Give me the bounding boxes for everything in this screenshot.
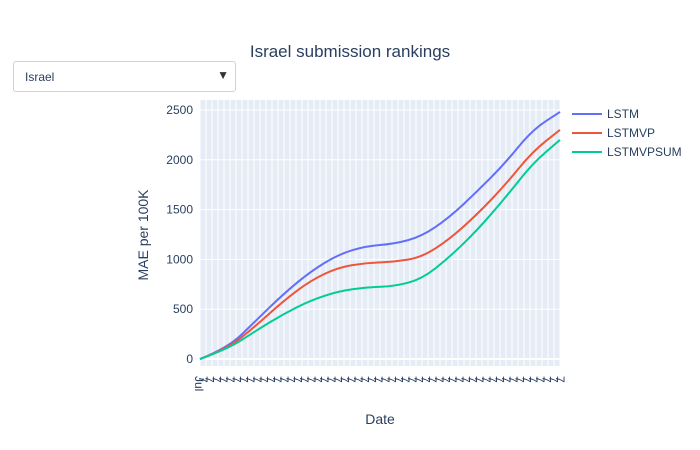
x-tick-label: 7 bbox=[371, 376, 385, 383]
x-tick-label: 7 bbox=[257, 376, 271, 383]
x-tick-label: 7 bbox=[304, 376, 318, 383]
y-axis-label: MAE per 100K bbox=[135, 189, 151, 281]
x-tick-label: 7 bbox=[344, 376, 358, 383]
x-tick-label: 7 bbox=[533, 376, 547, 383]
x-tick-label: 7 bbox=[465, 376, 479, 383]
x-tick-label: 7 bbox=[290, 376, 304, 383]
x-tick-label: 7 bbox=[284, 376, 298, 383]
x-tick-label: 7 bbox=[412, 376, 426, 383]
x-tick-label: 7 bbox=[337, 376, 351, 383]
x-tick-label: 7 bbox=[324, 376, 338, 383]
legend[interactable]: LSTM LSTMVP LSTMVPSUM bbox=[572, 107, 682, 159]
y-tick-label: 2500 bbox=[166, 103, 193, 117]
x-tick-label: 7 bbox=[223, 376, 237, 383]
x-tick-label: 7 bbox=[398, 376, 412, 383]
x-tick-label: 7 bbox=[432, 376, 446, 383]
x-tick-label: 7 bbox=[459, 376, 473, 383]
x-tick-label: 7 bbox=[513, 376, 527, 383]
x-axis-label: Date bbox=[365, 411, 395, 427]
x-tick-label: 7 bbox=[385, 376, 399, 383]
x-tick-label: 7 bbox=[364, 376, 378, 383]
x-tick-label: 7 bbox=[438, 376, 452, 383]
x-tick-label: 7 bbox=[418, 376, 432, 383]
dropdown-value: Israel bbox=[25, 70, 55, 84]
x-tick-label: 7 bbox=[472, 376, 486, 383]
legend-item-lstmvpsum[interactable]: LSTMVPSUM bbox=[572, 145, 682, 159]
y-tick-label: 0 bbox=[186, 352, 193, 366]
series-lines bbox=[199, 111, 561, 360]
x-tick-label: 7 bbox=[378, 376, 392, 383]
x-tick-label: 7 bbox=[277, 376, 291, 383]
y-tick-label: 1500 bbox=[166, 203, 193, 217]
x-tick-label: 7 bbox=[506, 376, 520, 383]
x-tick-label: 7 bbox=[230, 376, 244, 383]
x-tick-label: 7 bbox=[452, 376, 466, 383]
x-tick-label: 7 bbox=[526, 376, 540, 383]
x-tick-label: 7 bbox=[445, 376, 459, 383]
y-tick-label: 2000 bbox=[166, 153, 193, 167]
x-tick-label: 7 bbox=[479, 376, 493, 383]
y-tick-label: 500 bbox=[173, 302, 193, 316]
x-tick-label: 7 bbox=[196, 376, 210, 383]
x-tick-label: 7 bbox=[203, 376, 217, 383]
x-tick-label: 7 bbox=[425, 376, 439, 383]
x-tick-label: 7 bbox=[358, 376, 372, 383]
y-tick-label: 1000 bbox=[166, 252, 193, 266]
x-tick-label: 7 bbox=[499, 376, 513, 383]
x-tick-label: 7 bbox=[486, 376, 500, 383]
x-tick-label: 7 bbox=[270, 376, 284, 383]
x-tick-label: 7 bbox=[546, 376, 560, 383]
chart-title: Israel submission rankings bbox=[250, 42, 450, 61]
country-dropdown[interactable]: Israel ▼ bbox=[13, 61, 236, 92]
series-line-lstm bbox=[199, 111, 561, 360]
x-tick-label: Jul bbox=[192, 376, 206, 391]
legend-item-lstmvp[interactable]: LSTMVP bbox=[572, 126, 655, 140]
dropdown-arrow-icon: ▼ bbox=[217, 68, 229, 82]
series-line-lstmvpsum bbox=[199, 139, 561, 360]
x-tick-label: 7 bbox=[405, 376, 419, 383]
series-line-lstmvp bbox=[199, 129, 561, 360]
x-tick-label: 7 bbox=[209, 376, 223, 383]
x-tick-label: 7 bbox=[317, 376, 331, 383]
x-tick-label: 7 bbox=[351, 376, 365, 383]
legend-label: LSTMVPSUM bbox=[607, 145, 682, 159]
x-tick-label: 7 bbox=[216, 376, 230, 383]
legend-label: LSTM bbox=[607, 107, 639, 121]
x-tick-label: 7 bbox=[553, 376, 567, 383]
x-tick-label: 7 bbox=[311, 376, 325, 383]
x-tick-label: 7 bbox=[331, 376, 345, 383]
x-tick-label: 7 bbox=[250, 376, 264, 383]
x-tick-labels: Jul7777777777777777777777777777777777777… bbox=[192, 376, 567, 391]
x-tick-label: 7 bbox=[391, 376, 405, 383]
x-tick-label: 7 bbox=[492, 376, 506, 383]
x-tick-label: 7 bbox=[243, 376, 257, 383]
x-tick-label: 7 bbox=[519, 376, 533, 383]
x-tick-label: 7 bbox=[540, 376, 554, 383]
x-tick-label: 7 bbox=[297, 376, 311, 383]
y-tick-labels: 0 500 1000 1500 2000 2500 bbox=[166, 103, 193, 366]
legend-label: LSTMVP bbox=[607, 126, 655, 140]
legend-item-lstm[interactable]: LSTM bbox=[572, 107, 639, 121]
x-tick-label: 7 bbox=[236, 376, 250, 383]
x-tick-label: 7 bbox=[263, 376, 277, 383]
